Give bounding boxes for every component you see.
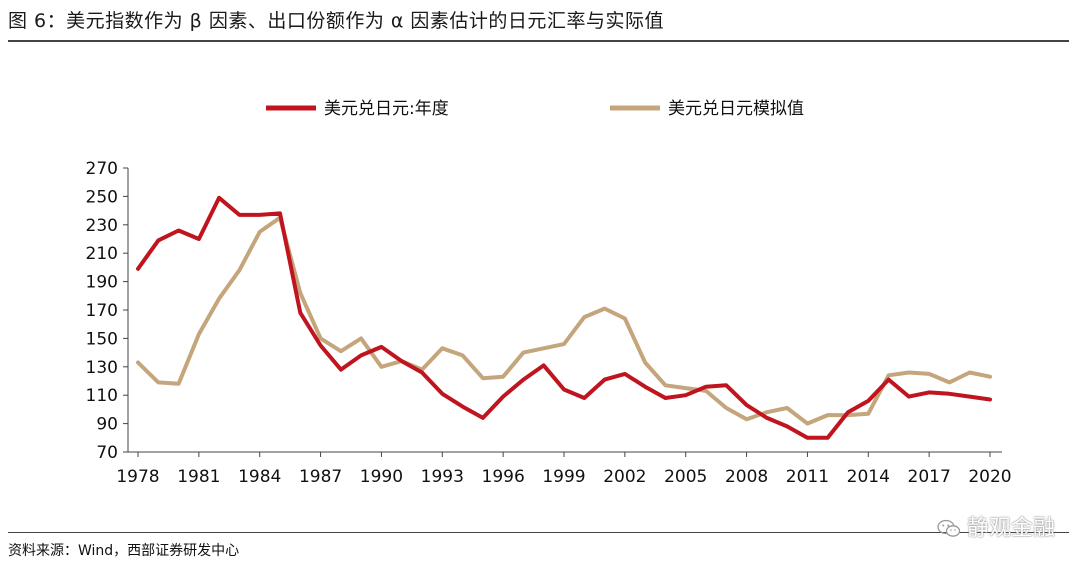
- y-tick-label: 250: [86, 187, 118, 207]
- bottom-divider: [8, 532, 1069, 533]
- watermark-text: 静观金融: [966, 516, 1055, 541]
- watermark: 静观金融: [937, 510, 1055, 542]
- x-tick-label: 1981: [177, 467, 220, 487]
- x-tick-label: 1987: [299, 467, 342, 487]
- y-axis: 70 90 110 130 150 170 190 210 230 250 270: [86, 159, 129, 463]
- y-tick-label: 270: [86, 159, 118, 179]
- y-tick-label: 190: [86, 273, 118, 293]
- x-tick-label: 2014: [847, 467, 890, 487]
- chart-legend: 美元兑日元:年度 美元兑日元模拟值: [266, 99, 804, 119]
- series-line-actual: [136, 195, 992, 440]
- x-tick-label: 2002: [603, 467, 646, 487]
- figure-title: 图 6：美元指数作为 β 因素、出口份额作为 α 因素估计的日元汇率与实际值: [8, 10, 664, 32]
- y-tick-label: 170: [86, 301, 118, 321]
- y-tick-label: 110: [86, 386, 118, 406]
- legend-label: 美元兑日元模拟值: [668, 99, 804, 119]
- legend-item-simulated: 美元兑日元模拟值: [610, 99, 804, 119]
- y-tick-label: 130: [86, 358, 118, 378]
- legend-item-actual: 美元兑日元:年度: [266, 99, 449, 119]
- x-tick-label: 2005: [664, 467, 707, 487]
- x-tick-label: 1990: [360, 467, 403, 487]
- source-note: 资料来源：Wind，西部证券研发中心: [8, 543, 240, 559]
- x-tick-label: 1999: [542, 467, 585, 487]
- x-tick-label: 2020: [968, 467, 1011, 487]
- x-tick-label: 1996: [482, 467, 525, 487]
- series-line-simulated: [136, 215, 992, 426]
- x-tick-label: 1984: [238, 467, 281, 487]
- x-tick-label: 1978: [116, 467, 159, 487]
- x-axis: 1978 1981 1984 1987 1990 1993 1996 1999 2002 2005…: [116, 451, 1012, 487]
- legend-label: 美元兑日元:年度: [324, 99, 449, 119]
- y-tick-label: 230: [86, 216, 118, 236]
- series-lines: [136, 195, 992, 440]
- y-tick-label: 70: [96, 443, 118, 463]
- y-tick-label: 150: [86, 329, 118, 349]
- x-tick-label: 2008: [725, 467, 768, 487]
- x-tick-label: 2017: [908, 467, 951, 487]
- y-tick-label: 210: [86, 244, 118, 264]
- x-tick-label: 2011: [786, 467, 829, 487]
- wechat-icon: [937, 519, 961, 537]
- top-divider: [8, 40, 1069, 42]
- x-tick-label: 1993: [421, 467, 464, 487]
- y-tick-label: 90: [96, 415, 118, 435]
